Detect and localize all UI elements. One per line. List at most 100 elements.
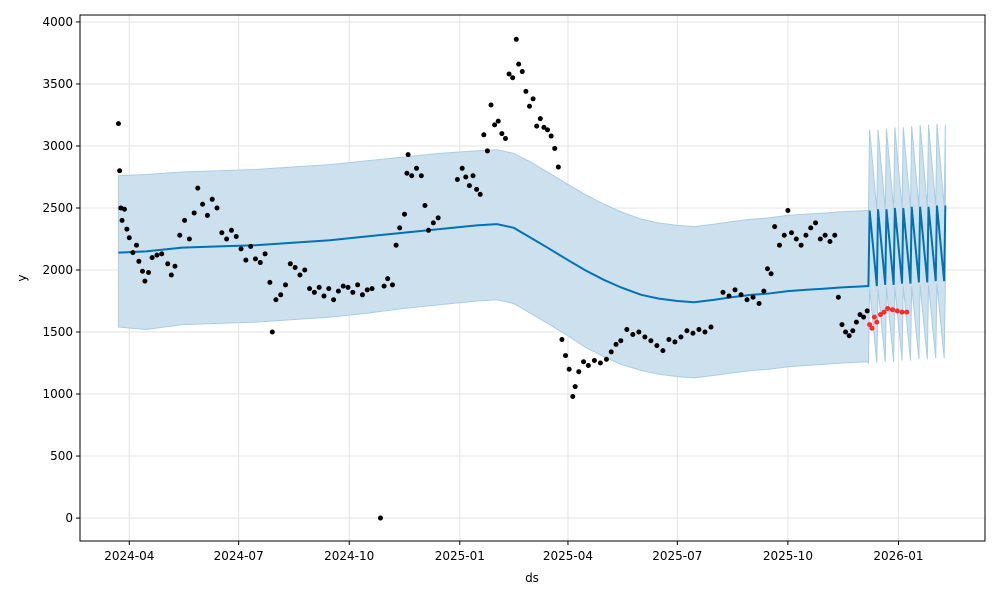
- observed-point: [269, 329, 275, 335]
- observed-point: [761, 288, 767, 294]
- observed-point: [572, 384, 578, 390]
- observed-point: [124, 226, 130, 232]
- forecast-line: [118, 205, 947, 304]
- observed-point: [409, 173, 415, 179]
- observed-point: [499, 131, 505, 137]
- future-point: [881, 309, 887, 315]
- observed-point: [219, 230, 225, 236]
- observed-point: [224, 236, 230, 242]
- observed-point: [345, 284, 351, 290]
- observed-point: [526, 103, 532, 109]
- observed-point: [307, 286, 313, 292]
- observed-point: [808, 225, 814, 231]
- observed-point: [519, 69, 525, 75]
- observed-point: [133, 242, 139, 248]
- observed-point: [377, 515, 383, 521]
- observed-point: [477, 191, 483, 197]
- x-tick-label: 2025-10: [763, 549, 813, 563]
- observed-point: [257, 260, 263, 266]
- observed-point: [335, 288, 341, 294]
- x-tick-label: 2024-04: [104, 549, 154, 563]
- y-tick-label: 3000: [42, 139, 73, 153]
- future-point: [885, 305, 891, 311]
- observed-point: [426, 227, 432, 233]
- observed-point: [262, 251, 268, 257]
- observed-point: [835, 294, 841, 300]
- observed-point: [142, 278, 148, 284]
- observed-point: [798, 242, 804, 248]
- observed-point: [331, 297, 337, 303]
- observed-point: [603, 356, 609, 362]
- observed-point: [454, 176, 460, 182]
- observed-point: [672, 339, 678, 345]
- observed-point: [422, 203, 428, 209]
- x-tick-label: 2026-01: [873, 549, 923, 563]
- observed-point: [750, 294, 756, 300]
- observed-point: [209, 196, 215, 202]
- observed-point: [126, 235, 132, 241]
- observed-point: [534, 123, 540, 129]
- observed-point: [555, 164, 561, 170]
- observed-point: [397, 225, 403, 231]
- observed-point: [817, 236, 823, 242]
- observed-point: [684, 328, 690, 334]
- observed-point: [793, 236, 799, 242]
- observed-point: [248, 243, 254, 249]
- observed-point: [832, 232, 838, 238]
- observed-point: [857, 312, 863, 318]
- observed-point: [459, 165, 465, 171]
- future-point: [877, 312, 883, 318]
- observed-point: [214, 205, 220, 211]
- observed-point: [364, 287, 370, 293]
- observed-point: [350, 289, 356, 295]
- y-tick-label: 4000: [42, 15, 73, 29]
- observed-point: [136, 258, 142, 264]
- observed-point: [696, 327, 702, 333]
- observed-point: [702, 329, 708, 335]
- observed-point: [548, 133, 554, 139]
- observed-point: [385, 276, 391, 282]
- observed-point: [204, 212, 210, 218]
- observed-point: [502, 136, 508, 142]
- x-tick-label: 2025-07: [652, 549, 702, 563]
- observed-point: [660, 348, 666, 354]
- observed-point: [630, 331, 636, 337]
- observed-point: [278, 292, 284, 298]
- observed-point: [321, 293, 327, 299]
- future-point: [899, 309, 905, 315]
- observed-point: [506, 71, 512, 77]
- observed-point: [516, 61, 522, 67]
- observed-point: [813, 220, 819, 226]
- observed-point: [552, 145, 558, 151]
- observed-point: [772, 224, 778, 230]
- observed-point: [297, 272, 303, 278]
- observed-point: [139, 268, 145, 274]
- observed-point: [744, 297, 750, 303]
- observed-point: [252, 256, 258, 262]
- observed-point: [581, 359, 587, 365]
- observed-point: [768, 271, 774, 277]
- observed-point: [121, 206, 127, 212]
- observed-point: [488, 102, 494, 108]
- observed-point: [708, 324, 714, 330]
- observed-point: [822, 232, 828, 238]
- observed-point: [597, 360, 603, 366]
- observed-point: [393, 242, 399, 248]
- observed-point: [369, 286, 375, 292]
- observed-point: [292, 265, 298, 271]
- observed-point: [530, 96, 536, 102]
- observed-point: [843, 329, 849, 335]
- observed-point: [186, 236, 192, 242]
- observed-point: [435, 215, 441, 221]
- observed-point: [355, 282, 361, 288]
- observed-point: [481, 132, 487, 138]
- observed-point: [340, 283, 346, 289]
- observed-point: [513, 36, 519, 42]
- x-tick-label: 2025-01: [435, 549, 485, 563]
- future-point: [869, 325, 875, 331]
- x-tick-label: 2024-10: [324, 549, 374, 563]
- observed-point: [172, 263, 178, 269]
- observed-point: [115, 121, 121, 127]
- observed-point: [474, 186, 480, 192]
- observed-point: [146, 269, 152, 275]
